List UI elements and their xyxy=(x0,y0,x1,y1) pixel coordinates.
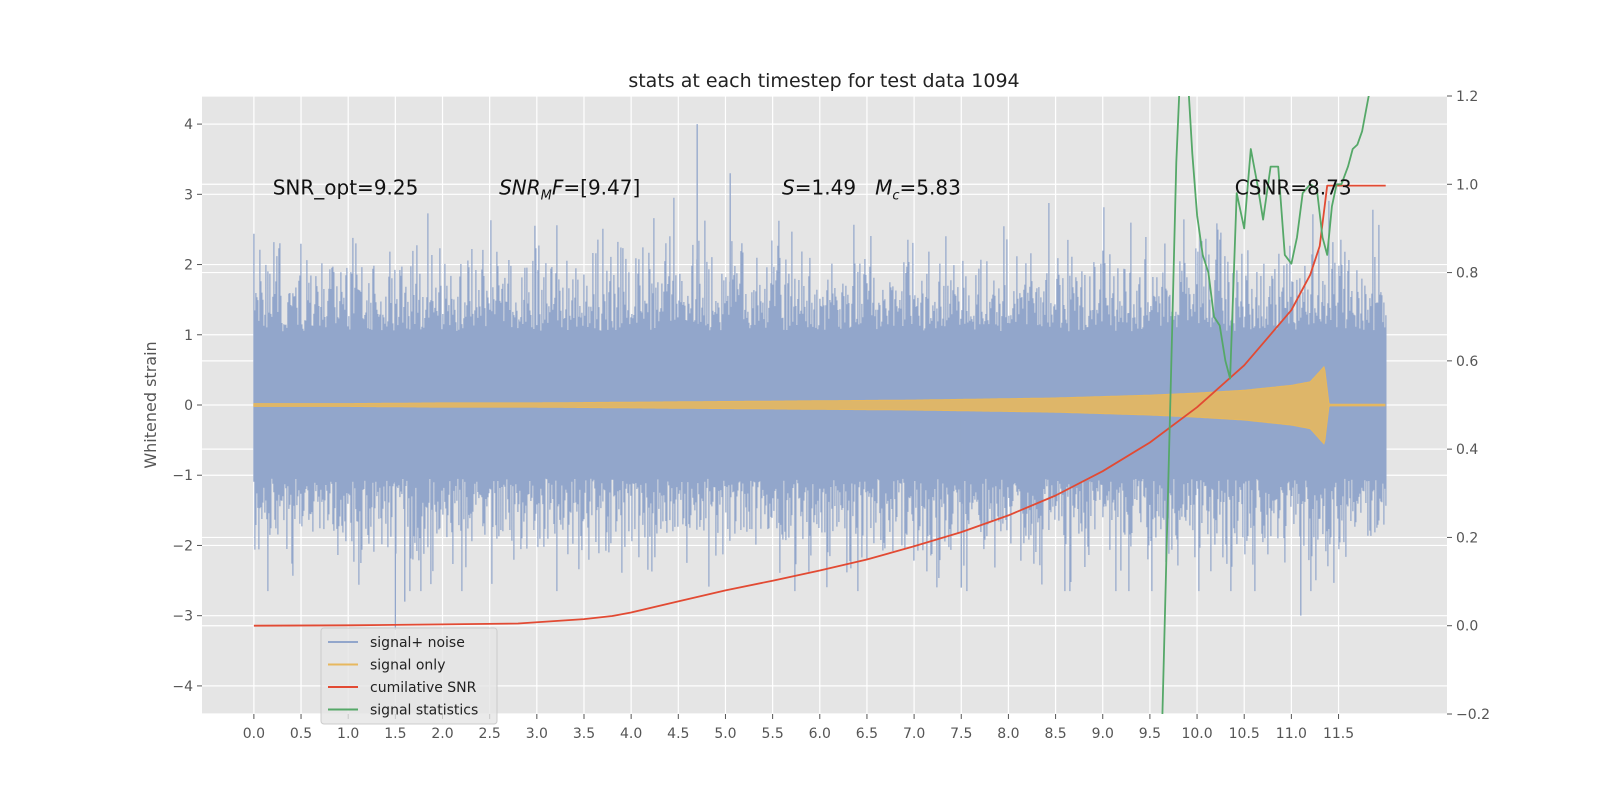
x-tick-label: 1.0 xyxy=(337,726,359,742)
y-tick-label: 2 xyxy=(184,258,193,274)
y2-tick-label: 0.0 xyxy=(1456,619,1478,635)
y-tick-label: −1 xyxy=(172,468,193,484)
annotation-snr-mf: SNRMF=[9.47] xyxy=(499,175,640,203)
x-tick-label: 6.5 xyxy=(856,726,878,742)
x-tick-label: 4.0 xyxy=(620,726,642,742)
x-tick-label: 11.0 xyxy=(1276,726,1307,742)
legend-label: signal only xyxy=(370,658,445,674)
x-tick-label: 3.5 xyxy=(573,726,595,742)
annotations: SNR_opt=9.25 SNRMF=[9.47] S=1.49 Mc=5.83 CS… xyxy=(273,175,1352,203)
y2-tick-label: 1.0 xyxy=(1456,177,1478,193)
y2-tick-label: 0.6 xyxy=(1456,354,1478,370)
legend-label: signal statistics xyxy=(370,703,478,719)
legend-label: signal+ noise xyxy=(370,635,465,651)
y2-tick-label: 0.8 xyxy=(1456,266,1478,282)
x-tick-label: 10.5 xyxy=(1229,726,1260,742)
signal-only-line xyxy=(253,365,1386,445)
y-tick-label: 1 xyxy=(184,328,193,344)
signal-statistics-line xyxy=(1161,96,1370,714)
legend-box xyxy=(320,627,498,725)
annotation-s-mc: S=1.49 Mc=5.83 xyxy=(782,175,961,203)
axis-ticks: 0.0 0.5 1.0 1.5 2.0 2.5 3.0 3.5 4.0 4.5 5.0 5.5 6.0 6… xyxy=(172,89,1490,742)
y-axis-title: Whitened strain xyxy=(141,341,160,468)
y-tick-label: −2 xyxy=(172,538,193,554)
x-tick-label: 9.0 xyxy=(1092,726,1114,742)
legend: signal+ noise signal only cumilative SNR si… xyxy=(320,627,498,725)
x-tick-label: 3.0 xyxy=(526,726,548,742)
y-tick-label: 0 xyxy=(184,398,193,414)
annotation-snr-opt: SNR_opt=9.25 xyxy=(273,175,419,199)
x-tick-label: 6.0 xyxy=(809,726,831,742)
x-tick-label: 8.5 xyxy=(1044,726,1066,742)
x-tick-label: 0.0 xyxy=(243,726,265,742)
x-tick-label: 2.0 xyxy=(431,726,453,742)
x-tick-label: 5.0 xyxy=(714,726,736,742)
x-tick-label: 7.0 xyxy=(903,726,925,742)
x-tick-label: 9.5 xyxy=(1139,726,1161,742)
chart-title: stats at each timestep for test data 109… xyxy=(628,70,1019,92)
x-tick-label: 0.5 xyxy=(290,726,312,742)
legend-label: cumilative SNR xyxy=(370,680,477,696)
y-tick-label: −4 xyxy=(172,679,193,695)
x-tick-label: 11.5 xyxy=(1323,726,1354,742)
x-tick-label: 4.5 xyxy=(667,726,689,742)
x-tick-label: 8.0 xyxy=(997,726,1019,742)
y-tick-label: 4 xyxy=(184,117,193,133)
y2-tick-label: 0.4 xyxy=(1456,442,1478,458)
x-tick-label: 5.5 xyxy=(761,726,783,742)
x-tick-label: 10.0 xyxy=(1181,726,1212,742)
series-signal-only xyxy=(253,365,1386,445)
y2-tick-label: 0.2 xyxy=(1456,530,1478,546)
y-tick-label: 3 xyxy=(184,187,193,203)
right-axis-series xyxy=(253,96,1386,714)
x-tick-label: 2.5 xyxy=(479,726,501,742)
y2-tick-label: −0.2 xyxy=(1456,707,1490,723)
x-tick-label: 1.5 xyxy=(384,726,406,742)
x-tick-label: 7.5 xyxy=(950,726,972,742)
annotation-csnr: CSNR=8.73 xyxy=(1235,175,1352,199)
y-tick-label: −3 xyxy=(172,609,193,625)
y2-tick-label: 1.2 xyxy=(1456,89,1478,105)
cumulative-snr-line xyxy=(253,184,1386,627)
